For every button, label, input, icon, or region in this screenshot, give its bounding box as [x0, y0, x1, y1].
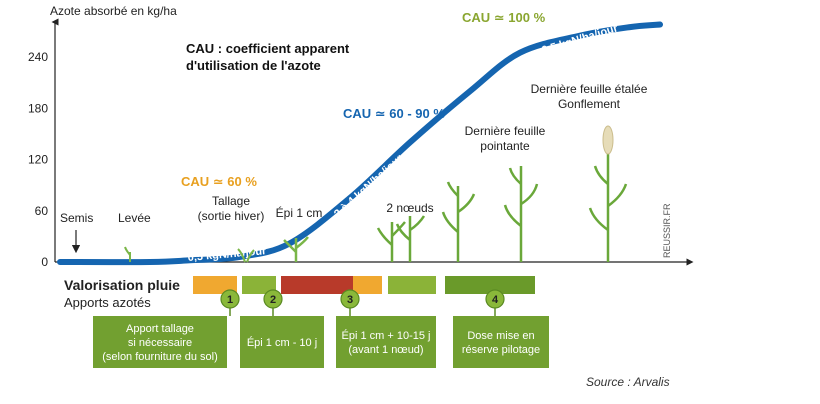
apport-3-text-1: Épi 1 cm + 10-15 j: [342, 329, 431, 342]
rain-label: Valorisation pluie: [64, 277, 180, 293]
y-tick-labels: 0 60 120 180 240: [28, 50, 48, 269]
apport-1-text-1: Apport tallage: [126, 323, 194, 335]
y-tick-240: 240: [28, 50, 48, 64]
stage-2-noeuds: 2 nœuds: [386, 201, 433, 215]
cau-label-60-90: CAU ≃ 60 - 90 %: [343, 106, 445, 121]
apport-4-box: [453, 316, 549, 368]
rain-valorisation-band: [193, 276, 535, 294]
apport-1: 1 Apport tallage si nécessaire (selon fourn…: [93, 289, 240, 368]
rain-segment-5: [388, 276, 436, 294]
cau-label-60: CAU ≃ 60 %: [181, 174, 257, 189]
apport-1-text-2: si nécessaire: [128, 337, 192, 349]
apport-2-box: [240, 316, 324, 368]
stage-derniere-feuille-line-1: Dernière feuille: [465, 124, 546, 138]
wheat-plant-levee-icon: [124, 246, 131, 262]
apport-1-text-3: (selon fourniture du sol): [102, 351, 218, 363]
apport-2-badge: [263, 289, 283, 309]
apport-3: 3 Épi 1 cm + 10-15 j (avant 1 nœud): [336, 289, 436, 368]
apport-4-text-2: réserve pilotage: [462, 344, 540, 356]
stage-tallage-line-2: (sortie hiver): [198, 209, 265, 223]
apport-4: 4 Dose mise en réserve pilotage: [453, 289, 549, 368]
apport-4-number: 4: [492, 294, 499, 306]
source-label: Source : Arvalis: [586, 375, 670, 389]
wheat-plant-2-noeuds-icon: [376, 215, 426, 262]
wheat-plant-epi-icon: [283, 236, 309, 262]
nitrogen-uptake-curve: [57, 21, 663, 266]
cau-definition-line-2: d'utilisation de l'azote: [186, 58, 321, 73]
wheat-plant-derniere-feuille-icon: [441, 166, 539, 262]
wheat-plant-tallage-icon: [237, 248, 255, 263]
apport-3-box: [336, 316, 436, 368]
cau-label-100: CAU ≃ 100 %: [462, 10, 546, 25]
apport-1-box: [93, 316, 227, 368]
rain-segment-1: [193, 276, 237, 294]
nitrogen-inputs: 1 Apport tallage si nécessaire (selon fourn…: [93, 289, 549, 368]
apport-3-text-2: (avant 1 nœud): [348, 344, 423, 356]
stage-gonflement-line-2: Gonflement: [558, 97, 621, 111]
apport-4-text-1: Dose mise en: [467, 330, 534, 342]
credit-label: REUSSIR.FR: [662, 203, 672, 258]
stage-epi-1cm: Épi 1 cm: [276, 205, 323, 220]
stage-gonflement-line-1: Dernière feuille étalée: [531, 82, 648, 96]
apport-4-badge: [485, 289, 505, 309]
stage-derniere-feuille-line-2: pointante: [480, 139, 530, 153]
apport-2-text-1: Épi 1 cm - 10 j: [247, 336, 317, 349]
stage-levee: Levée: [118, 211, 151, 225]
apport-3-badge: [340, 289, 360, 309]
y-axis-label: Azote absorbé en kg/ha: [50, 4, 177, 18]
apport-2: 2 Épi 1 cm - 10 j: [240, 289, 324, 368]
inputs-label: Apports azotés: [64, 295, 151, 310]
stage-semis: Semis: [60, 211, 93, 225]
rain-segment-6: [445, 276, 535, 294]
rain-segment-2: [242, 276, 276, 294]
y-tick-60: 60: [35, 204, 49, 218]
rain-segment-4: [353, 276, 382, 294]
apport-2-number: 2: [270, 294, 276, 306]
y-tick-180: 180: [28, 101, 48, 115]
apport-3-number: 3: [347, 294, 353, 306]
apport-1-badge: [220, 289, 240, 309]
stage-tallage-line-1: Tallage: [212, 194, 250, 208]
y-tick-0: 0: [41, 255, 48, 269]
y-tick-120: 120: [28, 153, 48, 167]
wheat-plant-gonflement-icon: [588, 125, 628, 262]
cau-definition-line-1: CAU : coefficient apparent: [186, 41, 350, 56]
rain-segment-3: [281, 276, 353, 294]
apport-1-number: 1: [227, 294, 233, 306]
